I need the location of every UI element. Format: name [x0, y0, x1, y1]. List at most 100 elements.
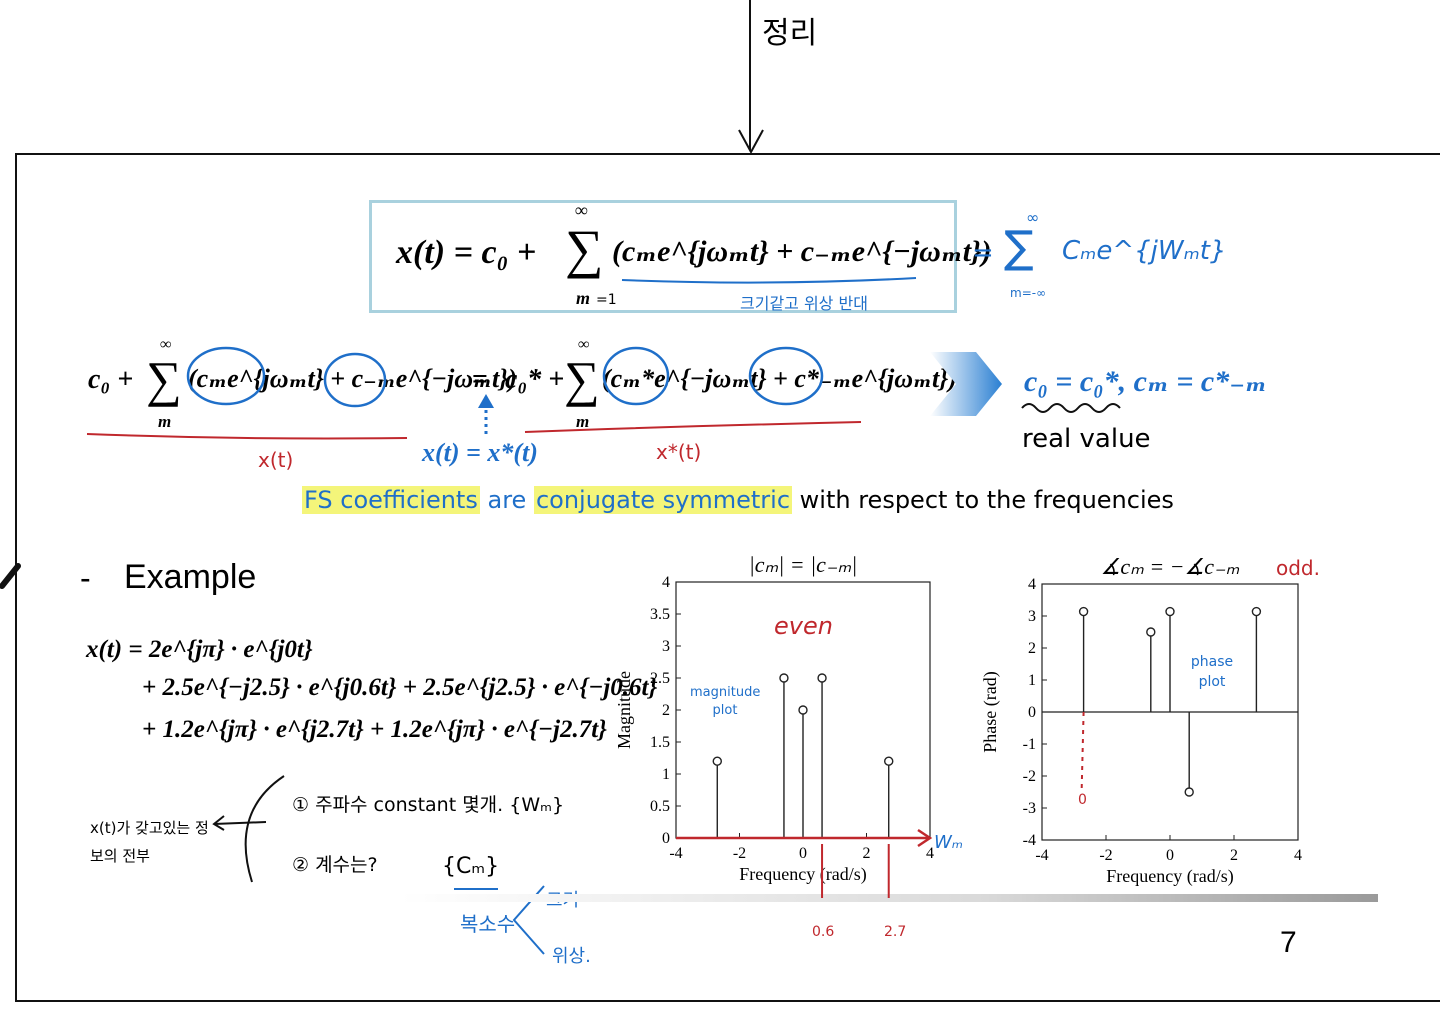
box-sum-bottom-note: =1 [596, 292, 617, 308]
stem-marker [1251, 606, 1262, 617]
slide-frame [15, 153, 1440, 1002]
y-axis-label: Phase (rad) [980, 671, 1001, 752]
box-underline-note: 크기같고 위상 반대 [740, 294, 868, 313]
conj-right-note: x*(t) [656, 440, 702, 464]
handnote-item-2: ② 계수는? [292, 854, 378, 876]
phase-stem-chart: -4 -3 -2 -1 0 1 2 3 4 -4 -2 0 2 4 ∡cₘ = −∡c₋ₘ Frequency… [980, 554, 1302, 887]
x-tick-label: 2 [863, 845, 871, 862]
chart-note-mark2: 2.7 [884, 924, 907, 940]
y-tick-label: 2.5 [650, 670, 670, 687]
conj-left: c₀ + [88, 364, 134, 395]
y-tick-label: 0 [662, 830, 670, 847]
box-sum-bottom: m [576, 288, 591, 308]
x-tick-label: -4 [1035, 847, 1048, 864]
x-tick-label: 0 [799, 845, 807, 862]
conj-right-sigma: ∑ [564, 351, 600, 407]
handnote-complex: 복소수 [460, 912, 516, 936]
flow-arrow-head [738, 129, 764, 155]
x-tick-label: 4 [926, 845, 934, 862]
top-note: 정리 [762, 16, 818, 51]
y-tick-label: 4 [662, 574, 670, 591]
box-sum-top: ∞ [575, 200, 588, 220]
conj-equals: = [472, 364, 488, 395]
y-tick-label: 1.5 [650, 734, 670, 751]
y-tick-label: 3 [662, 638, 670, 655]
result-wavy [1021, 403, 1121, 413]
stem-marker [817, 673, 827, 683]
x-tick-label: 0 [1166, 847, 1174, 864]
stem-marker [1184, 787, 1194, 797]
y-tick-label: 3.5 [650, 606, 670, 623]
conj-right-sum-top: ∞ [578, 336, 590, 353]
x-tick-label: -2 [733, 845, 746, 862]
hand-sum-top: ∞ [1026, 208, 1040, 227]
stem-marker [1165, 606, 1175, 617]
example-line-3: + 1.2e^{jπ} · e^{j2.7t} + 1.2e^{jπ} · e^… [142, 716, 607, 743]
stem-marker [798, 705, 808, 715]
example-line-2: + 2.5e^{−j2.5} · e^{j0.6t} + 2.5e^{j2.5}… [142, 674, 658, 701]
chart-note-zero: 0 [1078, 792, 1087, 808]
hand-sum-bottom: m=-∞ [1010, 286, 1047, 300]
x-tick-label: -4 [669, 845, 682, 862]
y-tick-label: 1 [662, 766, 670, 783]
x-axis-label: Frequency (rad/s) [1106, 866, 1233, 887]
y-tick-label: 4 [1028, 576, 1036, 593]
y-tick-label: -2 [1023, 768, 1036, 785]
chart-note-phase: phase plot [1190, 654, 1234, 690]
y-tick-label: 0 [1028, 704, 1036, 721]
example-dash: - [80, 560, 91, 596]
handnote-phase: 위상. [552, 946, 591, 967]
x-tick-label: -2 [1099, 847, 1112, 864]
sigma-symbol: ∑ [565, 219, 604, 279]
y-tick-label: 1 [1028, 672, 1036, 689]
axis-arrow-head [917, 828, 933, 848]
magnitude-stem-chart: 0 0.5 1 1.5 2 2.5 3 3.5 4 -4 -2 0 2 4 |cₘ| = |c₋ₘ| Freq… [614, 552, 934, 898]
conj-right-sum-bottom: m [576, 412, 590, 431]
conj-left-sum-bottom: m [158, 412, 172, 431]
y-tick-label: -4 [1023, 832, 1036, 849]
handnote-left: x(t)가 갖고있는 정보의 전부 [90, 819, 209, 865]
flow-arrow-line [749, 0, 751, 150]
handnote-cm: {Cₘ} [442, 854, 500, 879]
fs-phrase-4: with respect to the frequencies [792, 486, 1174, 514]
x-tick-label: 2 [1230, 847, 1238, 864]
y-tick-label: 3 [1028, 608, 1036, 625]
y-tick-label: -3 [1023, 800, 1036, 817]
hand-sum-eq: = [972, 238, 994, 268]
stem-marker [1078, 606, 1089, 617]
handnote-cm-underline [454, 888, 498, 890]
x-tick-label: 4 [1294, 847, 1302, 864]
handnote-item-1: ① 주파수 constant 몇개. {Wₘ} [292, 794, 565, 816]
chart-note-axis: Wₘ [934, 832, 964, 853]
page-number: 7 [1280, 926, 1297, 959]
conj-left-note: x(t) [258, 448, 294, 472]
fs-formula-box [369, 200, 957, 313]
annotation-circles [186, 346, 824, 408]
conj-middle-label: x(t) = x*(t) [422, 438, 538, 467]
conj-right: c₀* + [505, 364, 565, 395]
example-title: Example [124, 558, 257, 596]
y-tick-label: 2 [662, 702, 670, 719]
chart-title: ∡cₘ = −∡c₋ₘ [1101, 554, 1240, 579]
stem-marker [779, 673, 789, 683]
stem-marker [712, 756, 722, 766]
y-tick-label: 0.5 [650, 798, 670, 815]
fs-phrase-3: conjugate symmetric [533, 486, 793, 514]
box-formula-terms: (cₘe^{jωₘt} + c₋ₘe^{−jωₘt}) [612, 235, 992, 268]
result-equation: c₀ = c₀*, cₘ = c*₋ₘ [1024, 365, 1267, 398]
hand-sigma: ∑ [1004, 222, 1034, 273]
result-arrow [930, 352, 1002, 416]
result-note: real value [1022, 424, 1151, 454]
conj-left-sigma: ∑ [146, 351, 182, 407]
chart-note-odd: odd. [1276, 556, 1320, 580]
box-formula-lhs: x(t) = c₀ + [396, 234, 537, 271]
y-tick-label: 2 [1028, 640, 1036, 657]
example-line-1: x(t) = 2e^{jπ} · e^{j0t} [86, 636, 313, 663]
phase-dashed-note [1080, 711, 1085, 793]
y-tick-label: -1 [1023, 736, 1036, 753]
conj-right-terms: (cₘ*e^{−jωₘt} + c*₋ₘe^{jωₘt}) [602, 364, 957, 393]
chart-note-magnitude: magnitude plot [690, 685, 761, 718]
fs-phrase-1: FS coefficients [302, 486, 480, 514]
conj-left-terms: (cₘe^{jωₘt} + c₋ₘe^{−jωₘt}) [188, 364, 517, 393]
chart-title: |cₘ| = |c₋ₘ| [749, 552, 858, 577]
